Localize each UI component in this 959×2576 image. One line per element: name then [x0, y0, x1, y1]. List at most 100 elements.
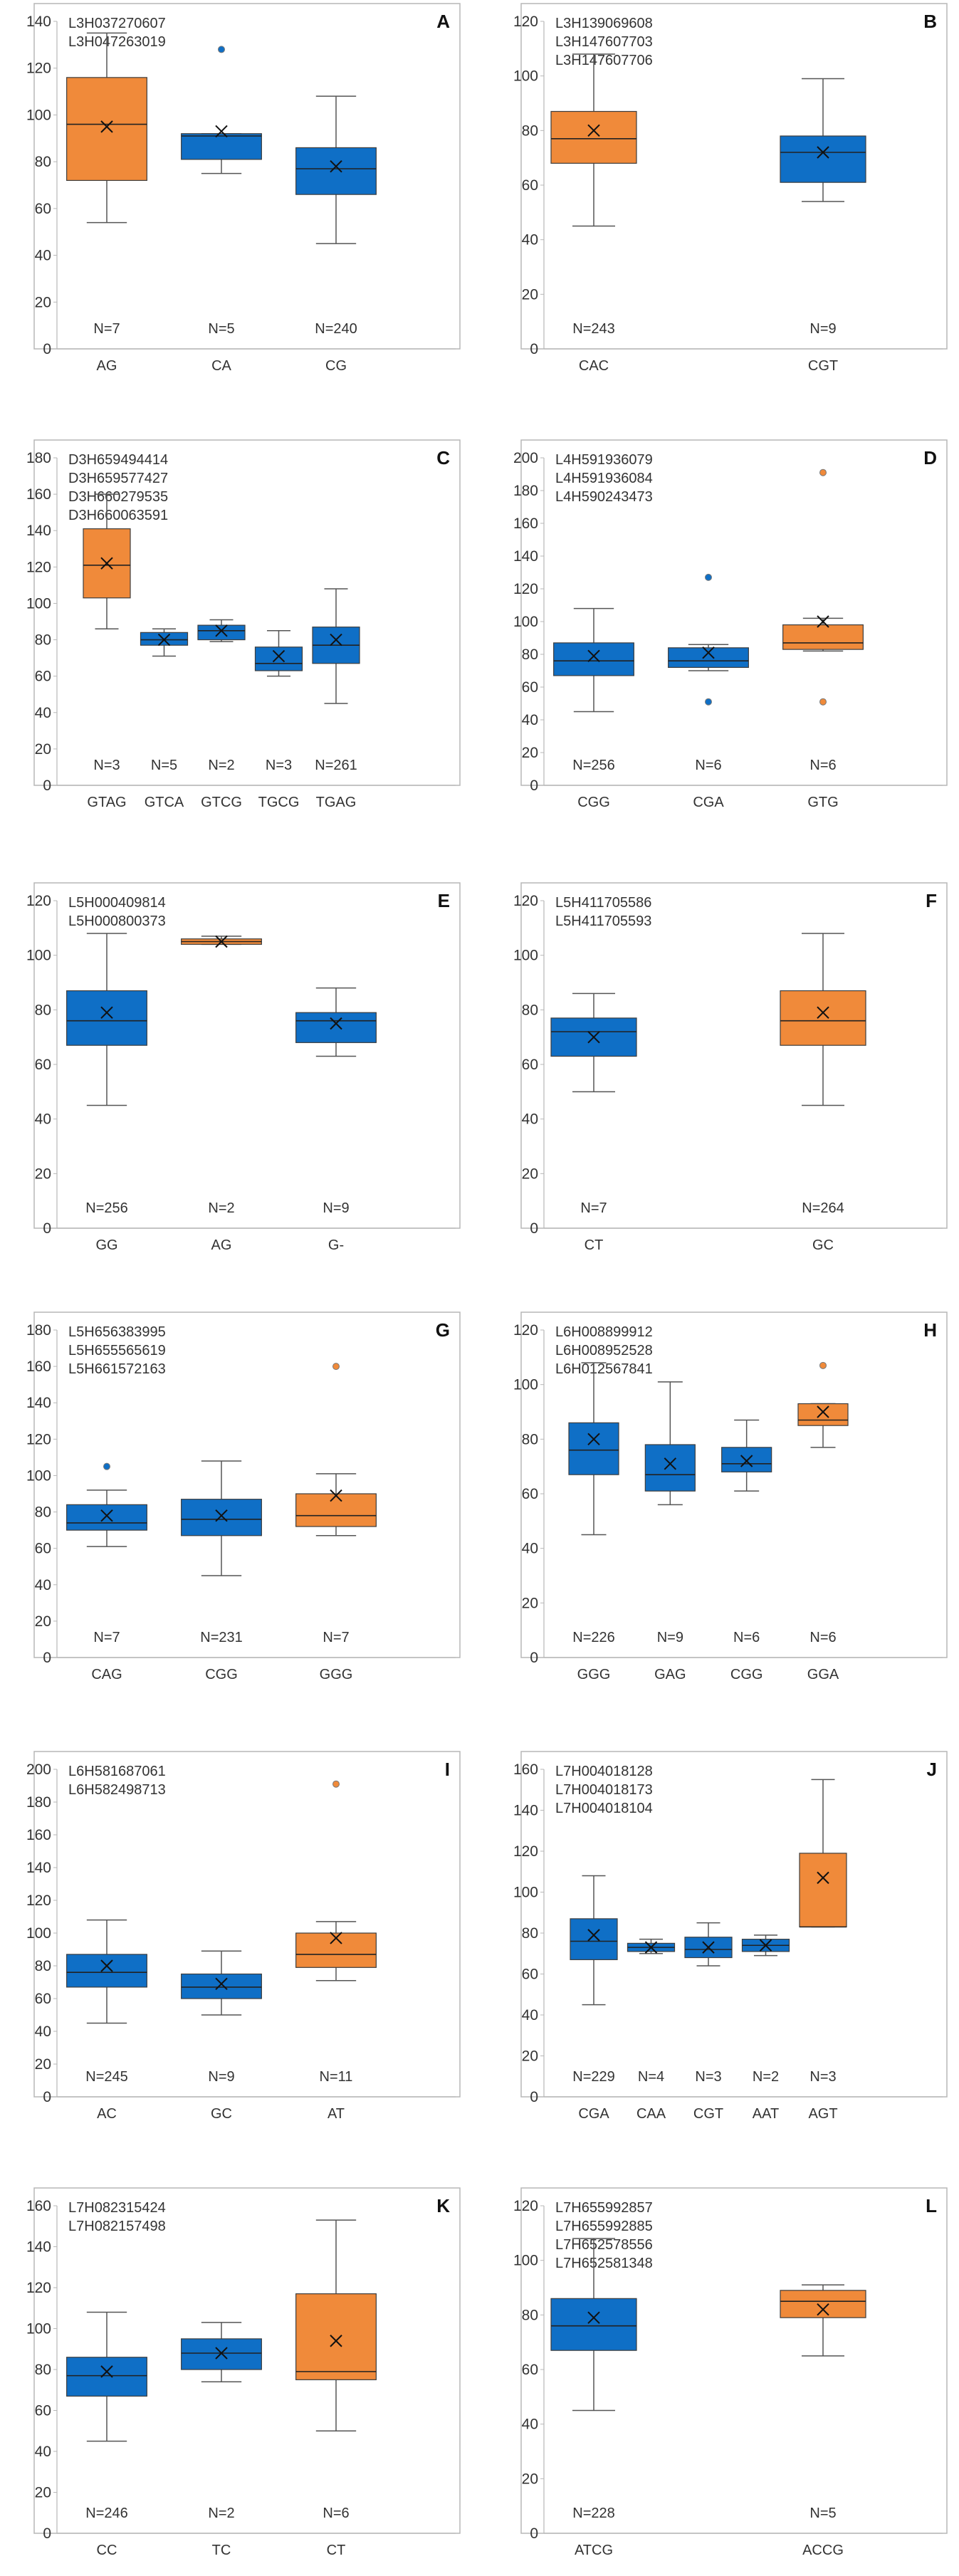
panel-B: 0 20 40 60 80 100 120 B L3H139069608 L3H147607703… [513, 3, 948, 374]
mean-marker [215, 1977, 228, 1991]
box-TC: N=2 TC [181, 2322, 262, 2558]
category-label: G- [328, 1237, 344, 1253]
panel-K: 0 20 40 60 80 100 120 140 160 K L7H082315424 L7H082… [26, 2187, 461, 2558]
mean-marker [330, 2335, 342, 2347]
box-body [550, 2298, 637, 2351]
y-tick-label: 100 [26, 2321, 51, 2337]
mean-marker [100, 1959, 113, 1972]
sample-count-label: N=3 [93, 758, 120, 773]
box-body [570, 1918, 618, 1960]
y-tick-label: 100 [26, 595, 51, 612]
panel-E: 0 20 40 60 80 100 120 E L5H000409814 L5H000800373… [26, 882, 461, 1253]
accession-id: D3H659494414 [68, 452, 168, 468]
y-tick-label: 100 [26, 1925, 51, 1942]
mean-marker [330, 160, 342, 173]
box-body [295, 1012, 377, 1043]
mean-marker [817, 2303, 829, 2316]
box-body [197, 624, 246, 641]
y-tick-label: 60 [35, 1541, 51, 1557]
box-TGAG: N=261 TGAG [312, 588, 360, 810]
box-G-: N=9 G- [295, 987, 377, 1253]
box-GTCA: N=5 GTCA [140, 628, 189, 810]
sample-count-label: N=3 [809, 2069, 836, 2085]
y-tick-label: 20 [35, 294, 51, 310]
y-tick-label: 160 [513, 1761, 538, 1778]
y-tick-label: 0 [43, 1650, 51, 1666]
category-label: AC [97, 2106, 117, 2122]
sample-count-label: N=231 [200, 1630, 243, 1645]
y-tick-label: 120 [26, 559, 51, 575]
box-body [780, 2290, 866, 2318]
box-CGG: N=6 CGG [721, 1419, 772, 1682]
y-tick-label: 60 [35, 2403, 51, 2419]
panel-letter: J [927, 1759, 937, 1780]
y-tick-label: 20 [35, 2056, 51, 2073]
box-GGG: N=7 GGG [295, 1363, 377, 1682]
box-AGT: N=3 AGT [799, 1779, 847, 2122]
mean-marker [100, 120, 113, 133]
panel-letter: C [436, 447, 450, 468]
sample-count-label: N=2 [208, 758, 234, 773]
outlier-point [819, 1361, 827, 1369]
y-tick-label: 160 [26, 2198, 51, 2214]
category-label: CAG [91, 1667, 122, 1682]
outlier-point [819, 468, 827, 476]
panel-letter: D [923, 447, 937, 468]
box-GGG: N=226 GGG [568, 1362, 619, 1682]
category-label: ATCG [575, 2543, 613, 2558]
y-tick-label: 160 [26, 1827, 51, 1843]
sample-count-label: N=7 [93, 321, 120, 337]
sample-count-label: N=264 [802, 1200, 844, 1216]
y-tick-label: 80 [35, 1504, 51, 1521]
box-GGA: N=6 GGA [797, 1361, 849, 1682]
panel-frame [33, 439, 461, 786]
category-label: GC [812, 1237, 834, 1253]
y-tick-label: 100 [513, 1377, 538, 1393]
panel-letter: E [438, 890, 450, 911]
box-CGG: N=256 CGG [553, 607, 634, 810]
category-label: AG [211, 1237, 232, 1253]
y-tick-label: 0 [530, 1650, 538, 1666]
y-tick-label: 0 [530, 2089, 538, 2105]
accession-id: L5H000409814 [68, 895, 166, 911]
y-tick-label: 0 [43, 2525, 51, 2542]
mean-marker [330, 1017, 342, 1030]
accession-id: D3H660279535 [68, 489, 168, 505]
sample-count-label: N=243 [572, 321, 615, 337]
sample-count-label: N=4 [638, 2069, 664, 2085]
category-label: GTCA [145, 795, 184, 810]
mean-marker [100, 1509, 113, 1522]
box-body [181, 1499, 262, 1536]
box-body [568, 1422, 619, 1475]
y-tick-label: 40 [522, 2417, 538, 2433]
panel-frame [520, 1311, 948, 1658]
sample-count-label: N=5 [809, 2506, 836, 2521]
panel-frame [33, 882, 461, 1229]
box-GAG: N=9 GAG [644, 1381, 696, 1682]
outlier-point [103, 1462, 110, 1470]
mean-marker [215, 624, 228, 637]
outlier-point [332, 1780, 340, 1788]
box-CT: N=6 CT [295, 2219, 377, 2558]
y-tick-label: 100 [26, 1467, 51, 1484]
box-body [550, 110, 637, 164]
mean-marker [587, 124, 600, 137]
y-tick-label: 100 [26, 948, 51, 964]
panel-letter: B [923, 11, 937, 32]
y-tick-label: 20 [35, 2485, 51, 2501]
panel-letter: F [926, 890, 937, 911]
y-tick-label: 160 [26, 486, 51, 503]
box-body [721, 1447, 772, 1472]
box-GC: N=264 GC [780, 933, 866, 1253]
y-tick-label: 80 [35, 154, 51, 170]
accession-id: L3H037270607 [68, 16, 166, 31]
box-CAA: N=4 CAA [627, 1938, 676, 2122]
panel-G: 0 20 40 60 80 100 120 140 160 180 G L5H656383995 L5H… [26, 1311, 461, 1682]
y-tick-label: 120 [513, 1843, 538, 1860]
y-tick-label: 40 [35, 705, 51, 721]
category-label: CA [211, 358, 231, 374]
category-label: TC [212, 2543, 231, 2558]
panel-J: 0 20 40 60 80 100 120 140 160 J L7H004018128 L7H004… [513, 1751, 948, 2122]
y-tick-label: 140 [26, 523, 51, 539]
outlier-point [218, 46, 225, 53]
